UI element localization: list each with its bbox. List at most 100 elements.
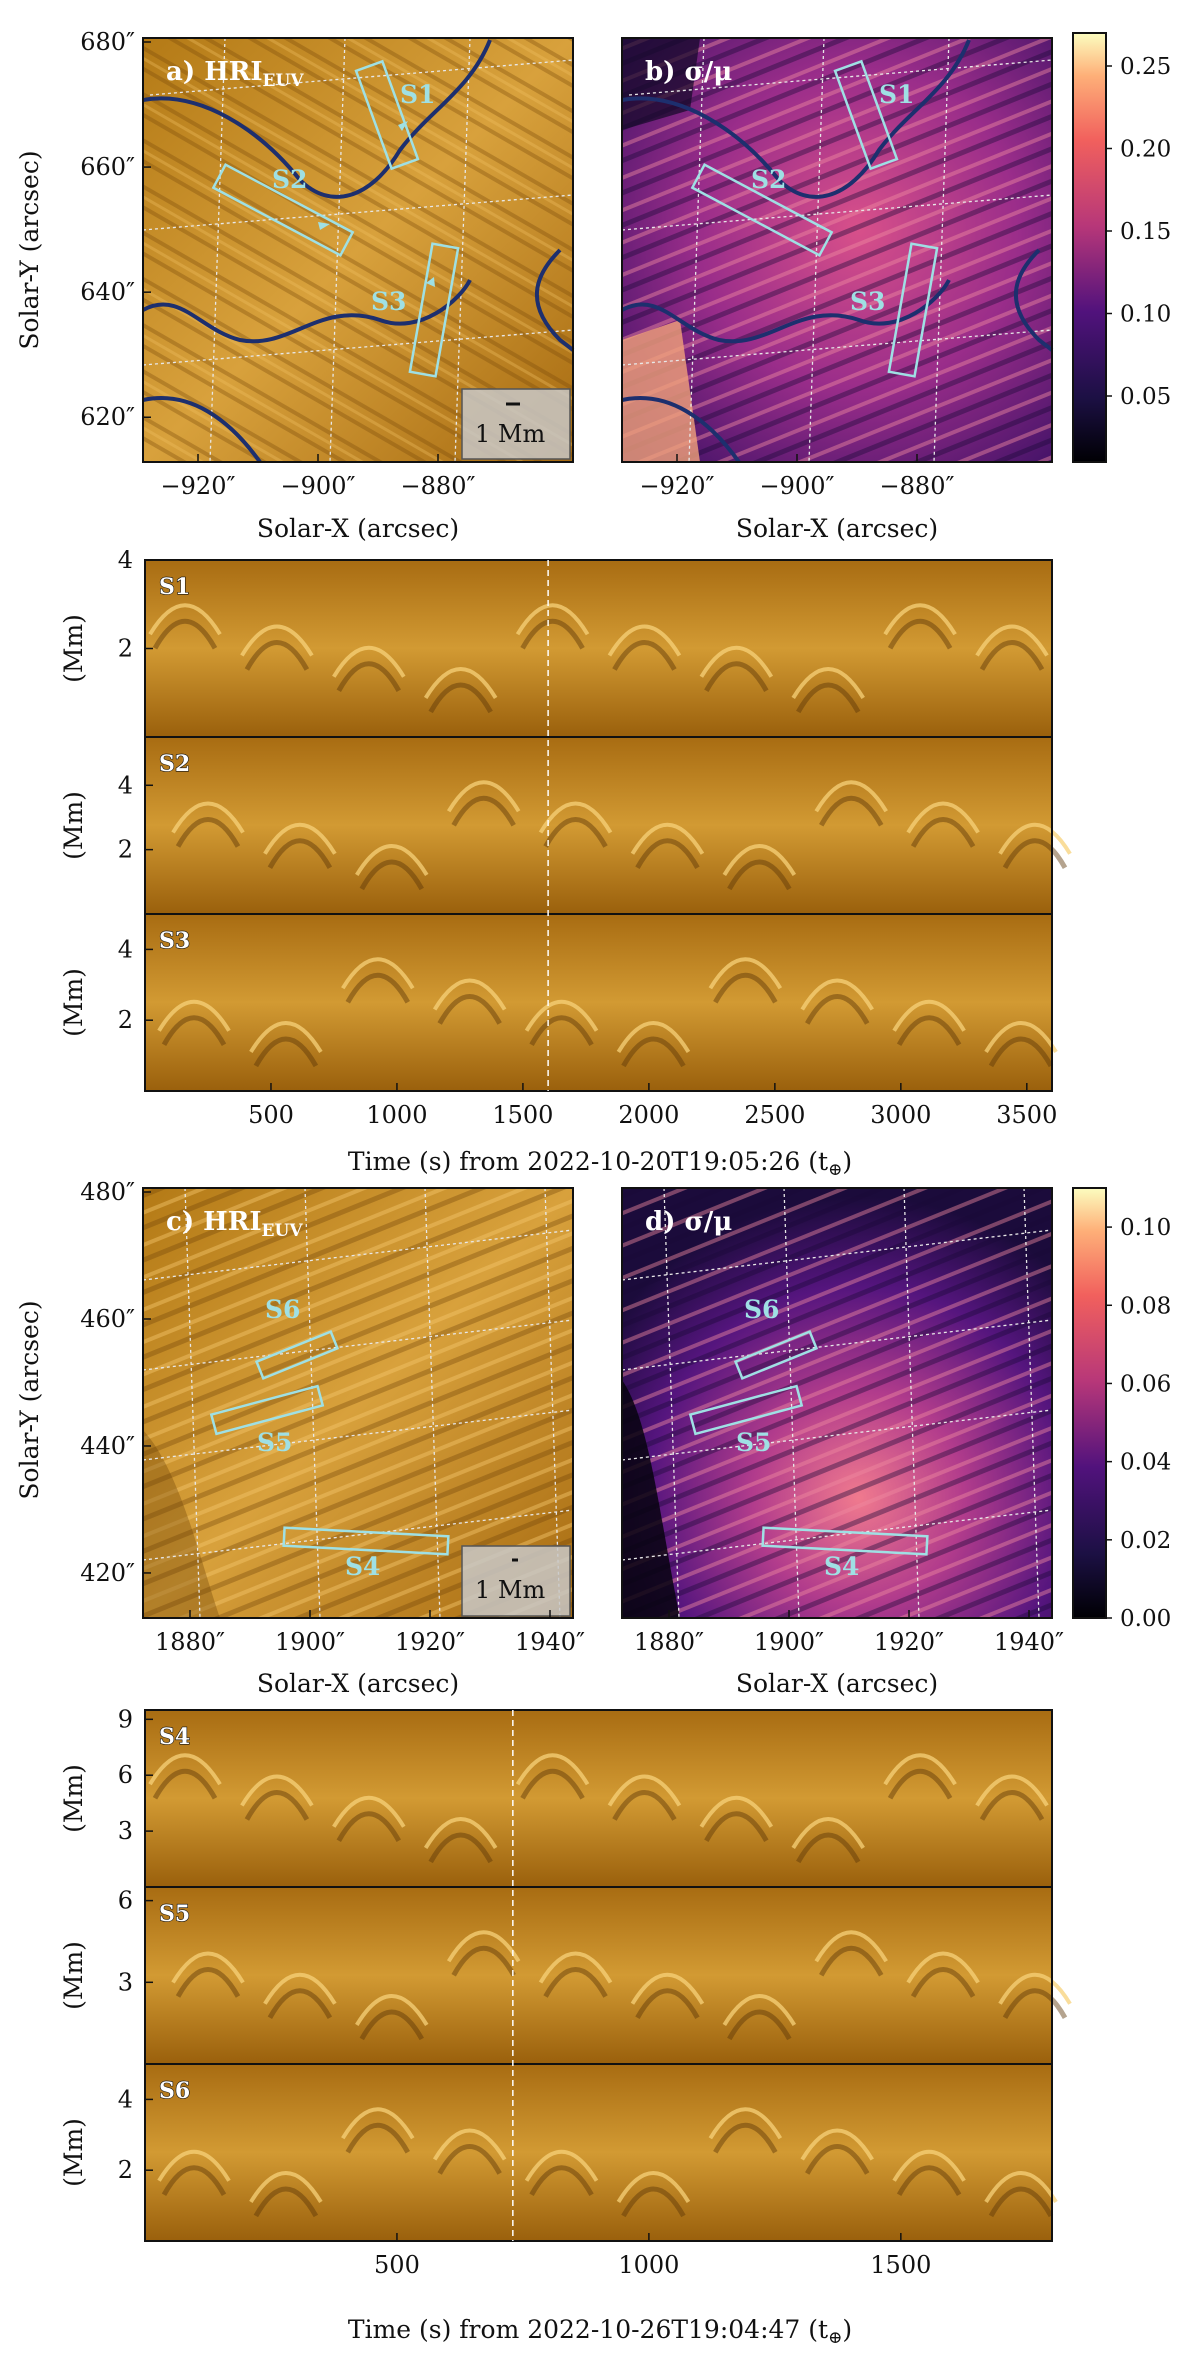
kymograph-row-label: S2 [159, 751, 190, 777]
panel-b: S1 S2 S3 b) σ/μ [621, 37, 1054, 464]
colorbar-tick-label: 0.20 [1120, 137, 1171, 163]
slit-S5-box [209, 1384, 325, 1436]
track-shadow [267, 838, 333, 869]
y-tick-label: 2 [118, 836, 133, 864]
track-shadow [988, 1036, 1054, 1068]
track-shadow [1002, 1988, 1068, 2019]
panel-d-title: d) σ/μ [645, 1207, 732, 1237]
slit-label-S1-b: S1 [879, 80, 914, 109]
track-shadow [910, 817, 976, 848]
colorbar-2-ticks: 0.10 0.08 0.06 0.04 0.02 0.00 [1106, 1215, 1171, 1632]
track [171, 1951, 245, 1984]
x-tick-label: −880″ [880, 472, 955, 500]
scale-bar-label-a: 1 Mm [475, 420, 545, 448]
y-tick-label: 4 [118, 771, 133, 799]
panel-c-title: c) HRIEUV [166, 1207, 303, 1241]
panel-a-title: a) HRIEUV [166, 57, 304, 91]
track-shadow [253, 2186, 319, 2218]
y-tick-label: 660″ [80, 153, 135, 181]
track-shadow [152, 618, 218, 650]
colorbar-tick-label: 0.04 [1120, 1450, 1171, 1476]
x-tick-label: 3000 [870, 1101, 931, 1129]
colorbar-2: 0.10 0.08 0.06 0.04 0.02 0.00 [1072, 1187, 1171, 1632]
x-tick-label: 1880″ [155, 1628, 225, 1656]
track [883, 603, 957, 636]
panel-a-slit-arrows [318, 121, 435, 287]
slit-label-S3: S3 [371, 287, 406, 316]
track-shadow [267, 1988, 333, 2019]
slit-label-S3-b: S3 [850, 287, 885, 316]
track-shadow [428, 1832, 493, 1864]
track [607, 1774, 682, 1807]
track [722, 844, 797, 877]
track-shadow [175, 1967, 241, 1998]
panel-a-grid [142, 37, 574, 463]
x-axis-label-c: Solar-X (arcsec) [257, 1669, 459, 1698]
colorbar-tick-label: 0.06 [1120, 1371, 1171, 1397]
x-tick-label: 2000 [618, 1101, 679, 1129]
colorbar-tick-label: 0.15 [1120, 219, 1171, 245]
track [883, 1753, 957, 1786]
y-tick-label: 4 [118, 2085, 133, 2113]
track [355, 1994, 429, 2027]
panel-b-slits [690, 59, 939, 378]
track-shadow [896, 2165, 962, 2196]
track [249, 2171, 323, 2204]
slit-S1-box [354, 59, 420, 171]
slit-label-S2-b: S2 [751, 165, 786, 194]
track-shadow [635, 1988, 700, 2019]
kymograph-row-label: S1 [159, 574, 190, 600]
track-shadow [796, 1832, 861, 1864]
track [341, 2107, 415, 2140]
panel-c-grid [142, 1187, 574, 1619]
track-shadow [543, 817, 608, 848]
y-tick-label: 420″ [80, 1559, 135, 1587]
track [892, 2149, 966, 2182]
track [975, 624, 1049, 657]
y-tick-label: 640″ [80, 278, 135, 306]
track-shadow [805, 2144, 870, 2175]
slit-S6-box [254, 1330, 340, 1380]
track-shadow [727, 859, 792, 891]
x-tick-label: −900″ [760, 472, 835, 500]
track-shadow [152, 1768, 218, 1800]
track [892, 999, 966, 1032]
kymograph-S1: S1 [144, 559, 1053, 738]
kymograph-row-label: S3 [159, 928, 190, 954]
track [791, 1817, 865, 1850]
track [332, 1795, 406, 1828]
x-tick-label: 1920″ [874, 1628, 944, 1656]
y-tick-label: 620″ [80, 403, 135, 431]
track [616, 2171, 691, 2204]
track-shadow [805, 994, 870, 1025]
track [171, 801, 245, 834]
panel-d: S6 S5 S4 d) σ/μ [621, 1187, 1053, 1619]
panel-b-contours [621, 39, 1054, 464]
track [240, 624, 314, 657]
track-shadow [612, 640, 677, 671]
x-tick-label: 1940″ [994, 1628, 1064, 1656]
x-tick-label: 1900″ [275, 1628, 345, 1656]
kymograph-1-axes: 4 2 (Mm) 4 2 (Mm) 4 2 (Mm) 500 1000 1500 2000 2500 300… [59, 546, 1057, 1129]
scale-bar-box-a [461, 388, 571, 460]
kymograph-image [145, 560, 1052, 737]
slit-label-S4-d: S4 [824, 1552, 859, 1581]
x-tick-label: 1940″ [515, 1628, 585, 1656]
x-tick-label: 2500 [744, 1101, 805, 1129]
slit-S2-box-b [690, 163, 834, 257]
track-shadow [520, 618, 585, 650]
track [432, 2128, 507, 2161]
track [800, 2128, 874, 2161]
x-tick-label: 1900″ [754, 1628, 824, 1656]
panel-b-frame [621, 37, 1053, 463]
kymograph-S6: S6 [144, 2063, 1058, 2242]
track [446, 780, 521, 813]
track [240, 1774, 314, 1807]
kymograph-frame [144, 913, 1053, 1092]
slit-S4-box-d [761, 1526, 929, 1556]
track [975, 1774, 1049, 1807]
y-tick-label: 6 [118, 1761, 133, 1789]
track-shadow [345, 972, 410, 1004]
colorbar-1-ticks: 0.25 0.20 0.15 0.10 0.05 [1106, 54, 1171, 410]
